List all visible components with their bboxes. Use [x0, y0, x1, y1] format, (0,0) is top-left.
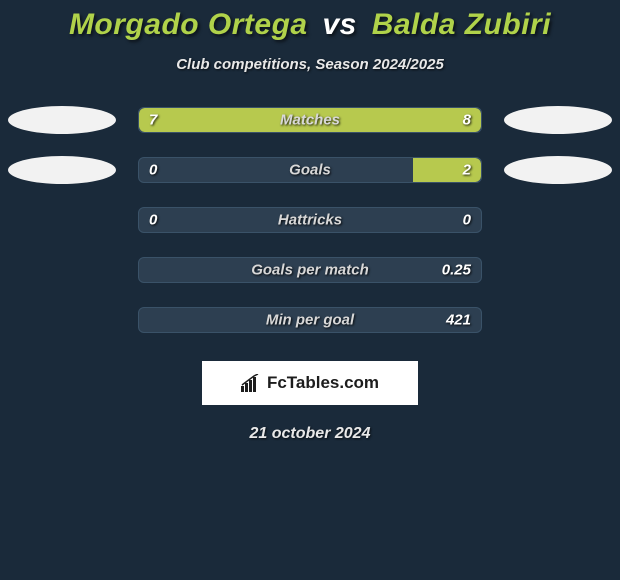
stat-row: 0.25 Goals per match [0, 257, 620, 283]
stat-value-left: 0 [149, 162, 157, 179]
stat-label: Goals per match [251, 262, 369, 279]
stat-bar: 0 0 Hattricks [138, 207, 482, 233]
stat-label: Matches [280, 112, 340, 129]
stat-bar: 0 2 Goals [138, 157, 482, 183]
stats-rows: 7 8 Matches 0 2 Goals 0 0 Hattricks 0.25 Goals per… [0, 107, 620, 333]
stat-row: 421 Min per goal [0, 307, 620, 333]
title-player1: Morgado Ortega [69, 8, 308, 41]
avatar-right [504, 156, 612, 184]
stat-value-right: 8 [463, 112, 471, 129]
avatar-left [8, 156, 116, 184]
stat-row: 0 0 Hattricks [0, 207, 620, 233]
stat-bar: 421 Min per goal [138, 307, 482, 333]
stat-bar: 0.25 Goals per match [138, 257, 482, 283]
stat-label: Min per goal [266, 312, 354, 329]
stat-value-left: 0 [149, 212, 157, 229]
stat-value-right: 0.25 [442, 262, 471, 279]
avatar-left [8, 106, 116, 134]
stat-row: 7 8 Matches [0, 107, 620, 133]
brand-text: FcTables.com [267, 373, 379, 393]
stat-row: 0 2 Goals [0, 157, 620, 183]
title-vs: vs [322, 8, 356, 41]
chart-icon [241, 374, 263, 392]
stat-label: Hattricks [278, 212, 342, 229]
bar-fill-left [139, 108, 299, 132]
title-player2: Balda Zubiri [372, 8, 551, 41]
stat-value-left: 7 [149, 112, 157, 129]
stat-value-right: 421 [446, 312, 471, 329]
page-title: Morgado Ortega vs Balda Zubiri [0, 8, 620, 42]
brand-box[interactable]: FcTables.com [202, 361, 418, 405]
stat-bar: 7 8 Matches [138, 107, 482, 133]
date-label: 21 october 2024 [0, 425, 620, 443]
comparison-card: Morgado Ortega vs Balda Zubiri Club comp… [0, 0, 620, 443]
avatar-right [504, 106, 612, 134]
stat-value-right: 0 [463, 212, 471, 229]
stat-value-right: 2 [463, 162, 471, 179]
subtitle: Club competitions, Season 2024/2025 [0, 56, 620, 73]
stat-label: Goals [289, 162, 331, 179]
